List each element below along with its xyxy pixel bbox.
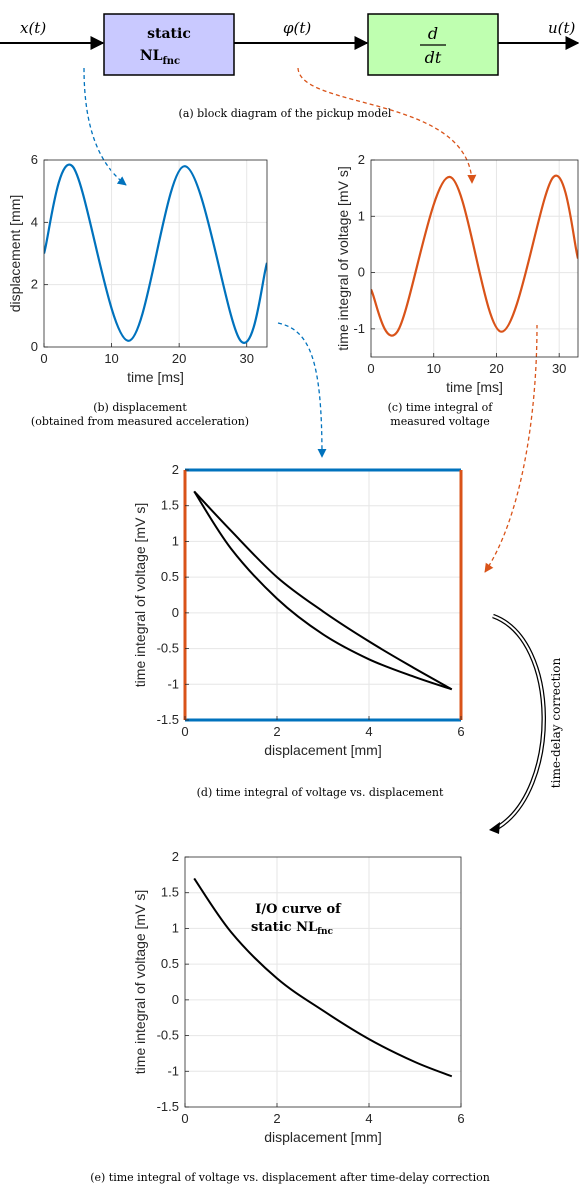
x-tick-label: 10 xyxy=(426,361,440,376)
y-tick-label: -0.5 xyxy=(157,641,179,656)
block-diagram: x(t) static NLfnc φ(t) d dt u(t) (a) blo… xyxy=(0,13,579,120)
x-tick-label: 0 xyxy=(181,1111,188,1126)
x-axis-label: displacement [mm] xyxy=(264,1129,381,1145)
x-tick-label: 20 xyxy=(489,361,503,376)
y-tick-label: 2 xyxy=(172,462,179,477)
time-delay-correction-label: time-delay correction xyxy=(549,658,563,789)
x-tick-label: 4 xyxy=(365,724,372,739)
y-tick-label: 0 xyxy=(172,992,179,1007)
axes-frame xyxy=(43,159,268,348)
derivative-denominator: dt xyxy=(425,48,442,67)
io-curve-sub: fnc xyxy=(317,927,333,937)
x-tick-label: 10 xyxy=(104,351,118,366)
x-tick-label: 0 xyxy=(40,351,47,366)
y-tick-label: 0 xyxy=(172,605,179,620)
io-curve-label-line2: static NLfnc xyxy=(251,920,334,937)
caption-c-line2: measured voltage xyxy=(390,415,489,428)
connector-arrow-c-to-d xyxy=(484,324,538,573)
x-axis-label: displacement [mm] xyxy=(264,742,381,758)
static-nl-block xyxy=(103,13,235,76)
y-axis-label: displacement [mm] xyxy=(7,195,23,312)
y-tick-label: 2 xyxy=(358,152,365,167)
y-tick-label: 1 xyxy=(358,208,365,223)
y-axis-label: time integral of voltage [mV s] xyxy=(132,890,148,1074)
y-tick-label: 0.5 xyxy=(161,569,179,584)
x-tick-label: 2 xyxy=(273,1111,280,1126)
y-tick-label: 0 xyxy=(31,339,38,354)
connector-arrow-b-to-d xyxy=(277,322,327,458)
y-tick-label: 1 xyxy=(172,533,179,548)
y-tick-label: -1 xyxy=(167,676,179,691)
x-tick-label: 20 xyxy=(172,351,186,366)
x-axis-label: time [ms] xyxy=(446,379,503,395)
time-delay-correction-arrow xyxy=(489,613,546,834)
x-tick-label: 0 xyxy=(367,361,374,376)
chart-b-displacement: 0 10 20 30 0 2 4 6 time [ms] displacement [mm] xyxy=(7,152,268,385)
x-tick-label: 4 xyxy=(365,1111,372,1126)
caption-e: (e) time integral of voltage vs. displac… xyxy=(90,1171,490,1184)
x-tick-label: 30 xyxy=(552,361,566,376)
y-tick-label: 6 xyxy=(31,152,38,167)
input-signal-label: x(t) xyxy=(20,19,46,37)
y-tick-label: 1.5 xyxy=(161,885,179,900)
y-tick-label: 0.5 xyxy=(161,956,179,971)
caption-a: (a) block diagram of the pickup model xyxy=(179,107,392,120)
y-tick-label: -1.5 xyxy=(157,712,179,727)
series-line-2 xyxy=(193,490,453,691)
series-line-1 xyxy=(193,877,453,1078)
y-tick-label: -1 xyxy=(353,321,365,336)
y-tick-label: -1.5 xyxy=(157,1099,179,1114)
y-tick-label: 2 xyxy=(172,849,179,864)
output-signal-label: u(t) xyxy=(548,19,576,37)
y-tick-label: 0 xyxy=(358,265,365,280)
x-tick-label: 2 xyxy=(273,724,280,739)
derivative-numerator: d xyxy=(428,24,438,43)
x-tick-label: 6 xyxy=(457,724,464,739)
io-curve-nl: static NL xyxy=(251,920,317,935)
static-block-sub: fnc xyxy=(162,56,180,67)
series-line-1 xyxy=(371,174,578,337)
series-line-1 xyxy=(193,490,453,691)
static-block-line1: static xyxy=(147,26,191,42)
connector-arrow-phi-to-c xyxy=(297,67,477,184)
caption-c-line1: (c) time integral of xyxy=(388,401,494,414)
y-tick-label: 1.5 xyxy=(161,498,179,513)
y-tick-label: 2 xyxy=(31,277,38,292)
chart-e-corrected: 0 2 4 6 -1.5 -1 -0.5 0 0.5 1 1.5 2 displacement [mm]… xyxy=(132,849,465,1145)
axes-frame xyxy=(370,159,579,358)
caption-b-line2: (obtained from measured acceleration) xyxy=(31,415,249,428)
static-block-nl: NL xyxy=(140,48,163,64)
x-tick-label: 0 xyxy=(181,724,188,739)
double-arrow-outer xyxy=(492,613,546,830)
static-block-line2: NLfnc xyxy=(140,48,180,67)
caption-d: (d) time integral of voltage vs. displac… xyxy=(197,786,444,799)
double-arrow-head xyxy=(489,822,500,834)
x-axis-label: time [ms] xyxy=(127,369,184,385)
y-tick-label: -0.5 xyxy=(157,1028,179,1043)
y-tick-label: -1 xyxy=(167,1063,179,1078)
chart-c-voltage-integral: 0 10 20 30 -1 0 1 2 time [ms] time integral of vo… xyxy=(335,152,579,395)
series-line-1 xyxy=(44,163,267,345)
y-axis-label: time integral of voltage [mV s] xyxy=(335,166,351,350)
double-arrow-inner xyxy=(492,615,545,829)
caption-b-line1: (b) displacement xyxy=(93,401,187,414)
y-tick-label: 1 xyxy=(172,920,179,935)
phi-signal-label: φ(t) xyxy=(283,19,311,37)
io-curve-label-line1: I/O curve of xyxy=(255,902,342,917)
x-tick-label: 6 xyxy=(457,1111,464,1126)
x-tick-label: 30 xyxy=(239,351,253,366)
chart-d-hysteresis: 0 2 4 6 -1.5 -1 -0.5 0 0.5 1 1.5 2 displacement [mm]… xyxy=(132,462,465,758)
y-tick-label: 4 xyxy=(31,214,38,229)
axes-frame xyxy=(184,856,462,1108)
connector-arrow-x-to-b xyxy=(83,67,127,186)
y-axis-label: time integral of voltage [mV s] xyxy=(132,503,148,687)
